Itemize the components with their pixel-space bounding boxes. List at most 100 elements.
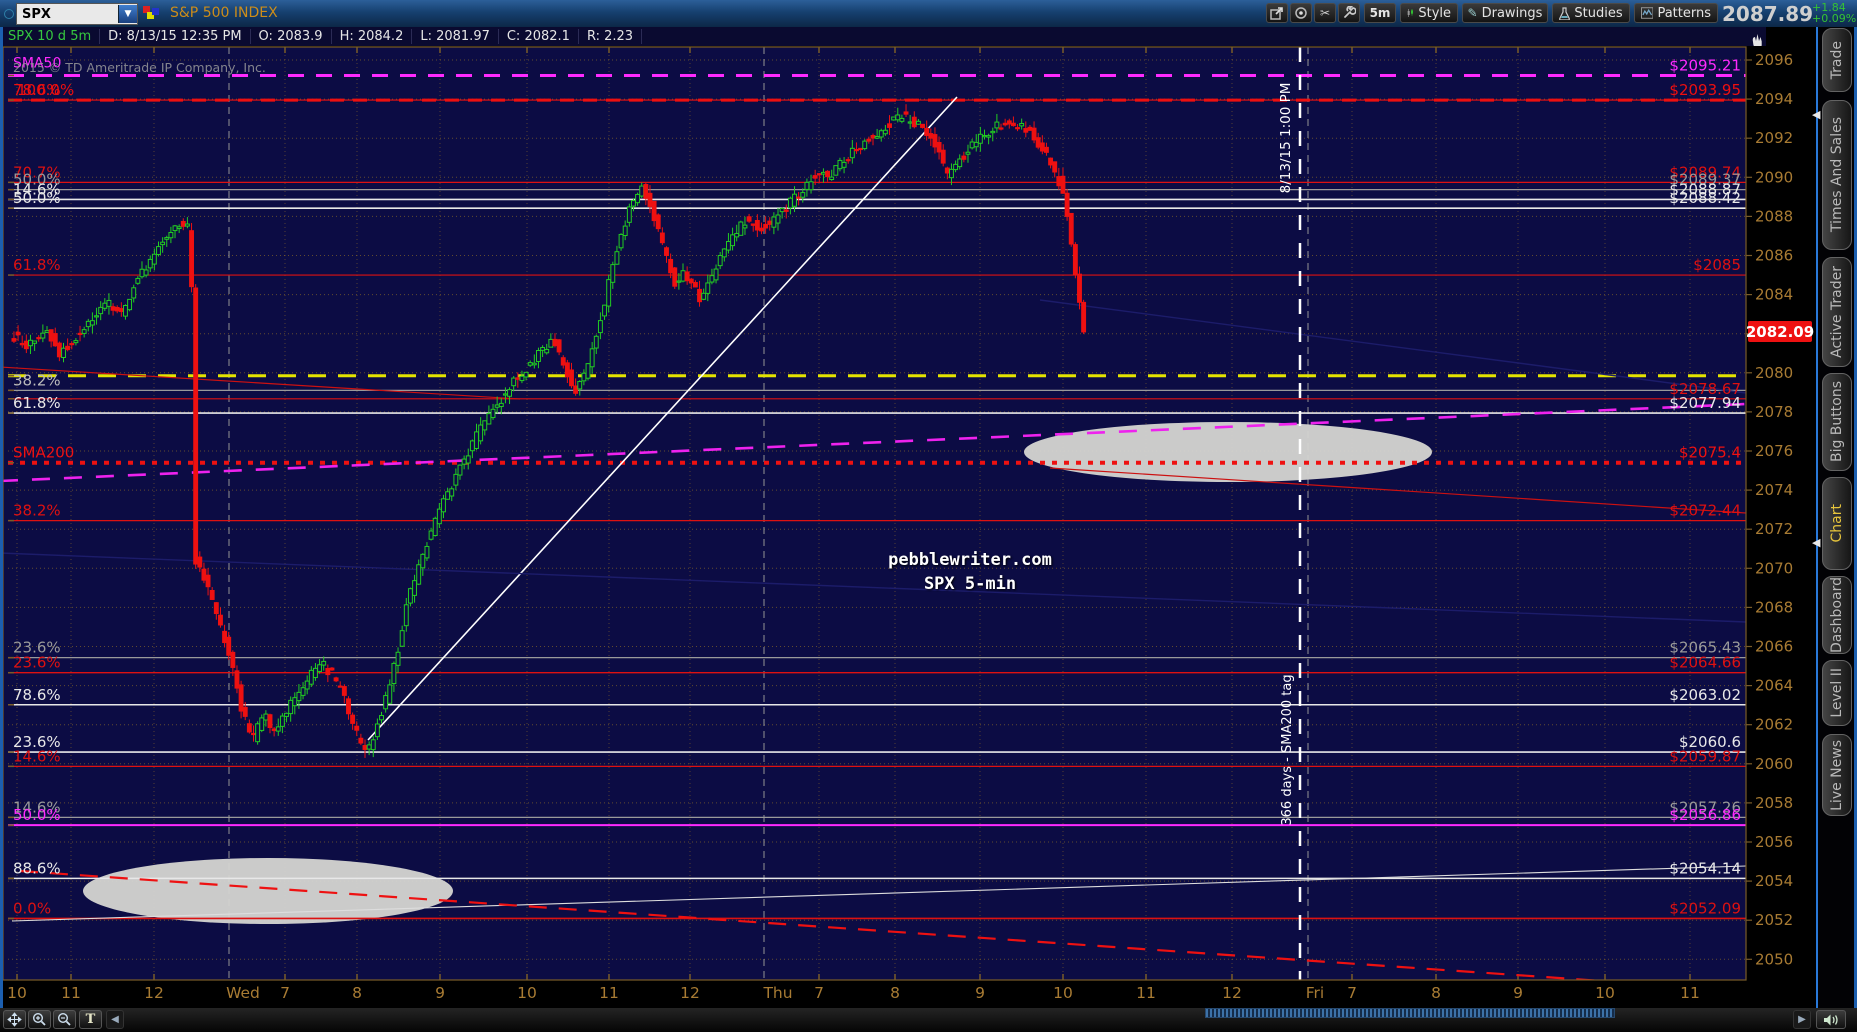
- timeframe-button[interactable]: 5m: [1364, 3, 1396, 23]
- color-link-icon[interactable]: [143, 6, 163, 22]
- price-axis-tick[interactable]: 2074: [1755, 481, 1793, 499]
- time-axis-tick[interactable]: Fri: [1306, 984, 1324, 1002]
- price-axis-tick[interactable]: 2066: [1755, 638, 1793, 656]
- fib-label-left: 70.7%: [13, 163, 61, 181]
- studies-button[interactable]: Studies: [1552, 3, 1630, 23]
- fib-label-left: 50.0%: [13, 171, 61, 189]
- price-label-right: $2060.6: [1679, 733, 1741, 751]
- price-axis-tick[interactable]: 2094: [1755, 90, 1793, 108]
- trendline[interactable]: [367, 96, 958, 741]
- time-axis-tick[interactable]: 10: [517, 984, 537, 1002]
- zoom-out-icon[interactable]: [53, 1010, 76, 1029]
- sidebar-tab-trade[interactable]: Trade: [1822, 28, 1852, 92]
- time-axis-tick[interactable]: 10: [1053, 984, 1073, 1002]
- price-axis-tick[interactable]: 2064: [1755, 677, 1793, 695]
- time-axis-tick[interactable]: 8: [890, 984, 900, 1002]
- chart-annotation-watermark: pebblewriter.com SPX 5-min: [888, 550, 1052, 594]
- trendline[interactable]: [19, 869, 1746, 991]
- fib-label-left: 61.8%: [13, 394, 61, 412]
- time-axis-tick[interactable]: 12: [1222, 984, 1242, 1002]
- price-axis-tick[interactable]: 2054: [1755, 872, 1793, 890]
- time-axis-tick[interactable]: 10: [7, 984, 27, 1002]
- price-axis-tick[interactable]: 2092: [1755, 129, 1793, 147]
- trendline[interactable]: [1039, 299, 1746, 394]
- price-axis-tick[interactable]: 2058: [1755, 794, 1793, 812]
- cut-icon[interactable]: ✂: [1314, 3, 1336, 23]
- price-label-right: $2088.42: [1669, 189, 1741, 207]
- sidebar-divider[interactable]: [1816, 27, 1818, 1018]
- sidebar-tab-live-news[interactable]: Live News: [1822, 734, 1852, 816]
- sidebar-tab-big-buttons[interactable]: Big Buttons: [1822, 373, 1852, 471]
- symbol-input[interactable]: SPX ▼: [16, 3, 138, 25]
- price-axis-tick[interactable]: 2050: [1755, 950, 1793, 968]
- scroll-left-icon[interactable]: ◀: [106, 1010, 124, 1029]
- time-axis-tick[interactable]: 7: [1347, 984, 1357, 1002]
- sidebar-tab-times-and-sales[interactable]: Times And Sales: [1822, 100, 1852, 250]
- time-axis-tick[interactable]: 12: [680, 984, 700, 1002]
- trendline[interactable]: [1049, 467, 1746, 514]
- time-axis-tick[interactable]: 9: [435, 984, 445, 1002]
- sidebar-tab-chart[interactable]: Chart: [1822, 477, 1852, 570]
- price-axis-tick[interactable]: 2062: [1755, 716, 1793, 734]
- price-axis-tick[interactable]: 2086: [1755, 247, 1793, 265]
- time-axis-tick[interactable]: 8: [1431, 984, 1441, 1002]
- price-axis-tick[interactable]: 2096: [1755, 51, 1793, 69]
- symbol-dropdown-button[interactable]: ▼: [118, 5, 137, 23]
- trendline[interactable]: [0, 402, 1746, 483]
- fib-label-left: 23.6%: [13, 733, 61, 751]
- time-axis-tick[interactable]: 9: [1513, 984, 1523, 1002]
- target-icon[interactable]: [1290, 3, 1312, 23]
- price-axis-tick[interactable]: 2060: [1755, 755, 1793, 773]
- price-axis-tick[interactable]: 2078: [1755, 403, 1793, 421]
- time-axis-tick[interactable]: 11: [1136, 984, 1156, 1002]
- price-label-right: $2095.21: [1669, 56, 1741, 74]
- price-axis-tick[interactable]: 2084: [1755, 286, 1793, 304]
- price-axis-tick[interactable]: 2056: [1755, 833, 1793, 851]
- price-label-right: $2064.66: [1669, 654, 1741, 672]
- time-axis-tick[interactable]: 11: [61, 984, 81, 1002]
- pan-icon[interactable]: [3, 1010, 26, 1029]
- trendline[interactable]: [11, 865, 1746, 922]
- time-axis-tick[interactable]: Wed: [226, 984, 260, 1002]
- time-axis-tick[interactable]: 7: [814, 984, 824, 1002]
- sidebar-tab-level-ii[interactable]: Level II: [1822, 660, 1852, 726]
- price-axis-tick[interactable]: 2070: [1755, 559, 1793, 577]
- text-tool-icon[interactable]: T: [79, 1010, 102, 1029]
- price-axis-tick[interactable]: 2076: [1755, 442, 1793, 460]
- time-axis-tick[interactable]: 7: [280, 984, 290, 1002]
- price-axis-tick[interactable]: 2052: [1755, 911, 1793, 929]
- price-axis-tick[interactable]: 2088: [1755, 207, 1793, 225]
- wrench-icon[interactable]: [1338, 3, 1360, 23]
- style-button[interactable]: Style: [1400, 3, 1458, 23]
- sidebar-tab-active-trader[interactable]: Active Trader: [1822, 257, 1852, 367]
- chart-canvas[interactable]: $2095.21 78.6% 100.0% $2093.95 70.7% $2089.74…: [0, 46, 1814, 1008]
- price-axis-tick[interactable]: 2068: [1755, 598, 1793, 616]
- sidebar-tab-dashboard[interactable]: Dashboard: [1822, 576, 1852, 654]
- time-axis-tick[interactable]: 12: [144, 984, 164, 1002]
- price-axis-tick[interactable]: 2090: [1755, 168, 1793, 186]
- symbol-link-dot-icon[interactable]: [4, 9, 14, 19]
- patterns-button[interactable]: Patterns: [1634, 3, 1718, 23]
- fib-label-left: 61.8%: [13, 256, 61, 274]
- symbol-value[interactable]: SPX: [22, 6, 51, 22]
- horizontal-scrollbar[interactable]: [1205, 1008, 1615, 1018]
- price-label-right: $2093.95: [1669, 81, 1741, 99]
- title-bar: SPX ▼ S&P 500 INDEX ✂ 5m Style ✎ Drawings…: [0, 0, 1857, 28]
- zoom-in-icon[interactable]: [28, 1010, 51, 1029]
- speaker-icon[interactable]: [1816, 1010, 1846, 1029]
- fib-label-left: 14.6%: [13, 747, 61, 765]
- scroll-right-icon[interactable]: ▶: [1793, 1010, 1811, 1029]
- time-axis-tick[interactable]: 9: [975, 984, 985, 1002]
- time-axis-tick[interactable]: 11: [1680, 984, 1700, 1002]
- price-axis-tick[interactable]: 2080: [1755, 364, 1793, 382]
- drawings-button[interactable]: ✎ Drawings: [1462, 3, 1548, 23]
- export-icon[interactable]: [1266, 3, 1288, 23]
- time-axis-tick[interactable]: Thu: [762, 984, 792, 1002]
- price-axis-tick[interactable]: 2072: [1755, 520, 1793, 538]
- time-axis-tick[interactable]: 10: [1595, 984, 1615, 1002]
- trendline[interactable]: [0, 552, 1746, 623]
- trendline[interactable]: [0, 366, 521, 400]
- time-axis-tick[interactable]: 8: [352, 984, 362, 1002]
- time-axis-tick[interactable]: 11: [599, 984, 619, 1002]
